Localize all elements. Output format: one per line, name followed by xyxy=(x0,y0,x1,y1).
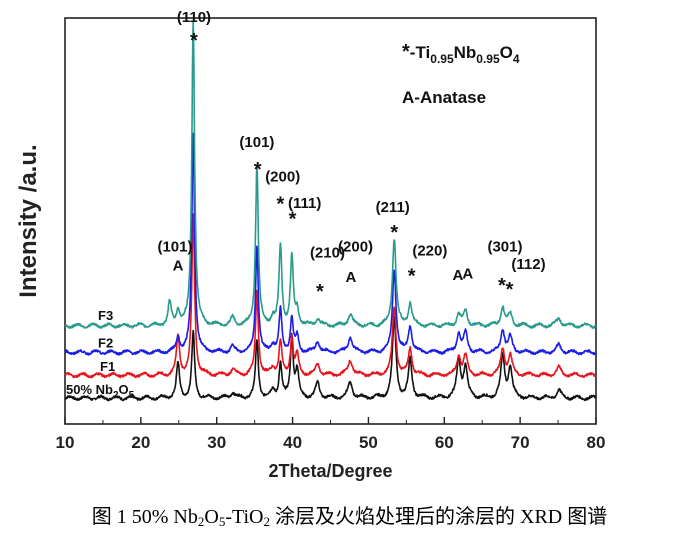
hkl-label: (111) xyxy=(288,195,321,212)
hkl-label: (112) xyxy=(511,256,545,273)
x-tick-label-30: 30 xyxy=(207,433,226,452)
x-tick-label-40: 40 xyxy=(283,433,302,452)
x-tick-label-60: 60 xyxy=(435,433,454,452)
hkl-label: (220) xyxy=(412,243,447,260)
hkl-label: (211) xyxy=(376,199,410,216)
x-axis-title: 2Theta/Degree xyxy=(268,461,392,481)
series-label-1: F1 xyxy=(100,359,115,374)
x-tick-label-70: 70 xyxy=(511,433,530,452)
legend-entry-anatase: A-Anatase xyxy=(402,88,486,107)
caption-prefix: 图 1 50% Nb xyxy=(91,506,198,528)
series-line-f3 xyxy=(64,21,597,330)
xrd-chart: 10 20 30 40 50 60 70 80 2Theta/Degree Intensity /… xyxy=(15,9,606,481)
hkl-label: (110) xyxy=(177,9,211,26)
caption-sub-1: 2 xyxy=(197,514,205,529)
y-axis-title: Intensity /a.u. xyxy=(15,144,42,297)
phase-marker-star: * xyxy=(190,30,198,52)
series-label-3: F3 xyxy=(98,308,113,323)
x-tick-label-50: 50 xyxy=(359,433,378,452)
phase-marker-anatase: A xyxy=(346,269,357,286)
hkl-label: (210) xyxy=(310,244,345,261)
phase-marker-star: * xyxy=(408,266,416,288)
caption-sub-3: 2 xyxy=(263,514,271,529)
phase-marker-star: * xyxy=(506,279,514,301)
phase-marker-star: * xyxy=(277,193,285,215)
series-label-2: F2 xyxy=(98,335,113,350)
plot-frame xyxy=(64,17,597,425)
series-label-0: 50% Nb2O5 xyxy=(66,382,135,401)
x-tick-label-20: 20 xyxy=(131,433,150,452)
phase-marker-star: * xyxy=(498,275,506,297)
caption-mid-2: -TiO xyxy=(225,506,264,528)
phase-marker-anatase: A xyxy=(462,265,473,282)
hkl-label: (101) xyxy=(157,239,192,256)
phase-marker-star: * xyxy=(289,209,297,231)
series-line-f1 xyxy=(64,213,597,379)
hkl-label: (101) xyxy=(239,134,274,151)
phase-marker-star: * xyxy=(316,281,324,303)
phase-marker-star: * xyxy=(254,159,262,181)
figure-caption: 图 1 50% Nb2O5-TiO2 涂层及火焰处理后的涂层的 XRD 图谱 xyxy=(0,500,699,529)
caption-sub-2: 5 xyxy=(218,514,226,529)
hkl-label: (200) xyxy=(265,168,300,185)
phase-marker-anatase: A xyxy=(173,258,184,275)
x-tick-label-10: 10 xyxy=(56,433,75,452)
hkl-label: (200) xyxy=(338,239,373,256)
x-tick-label-80: 80 xyxy=(587,433,606,452)
legend-entry-tinbo4: *-Ti0.95Nb0.95O4 xyxy=(402,41,520,66)
caption-suffix: 涂层及火焰处理后的涂层的 XRD 图谱 xyxy=(270,506,608,528)
phase-marker-anatase: A xyxy=(453,267,464,284)
series-line-f2 xyxy=(64,132,597,356)
phase-marker-star: * xyxy=(390,222,398,244)
hkl-label: (301) xyxy=(487,239,522,256)
series-line-50-nb xyxy=(64,315,597,402)
caption-mid-1: O xyxy=(204,506,219,528)
